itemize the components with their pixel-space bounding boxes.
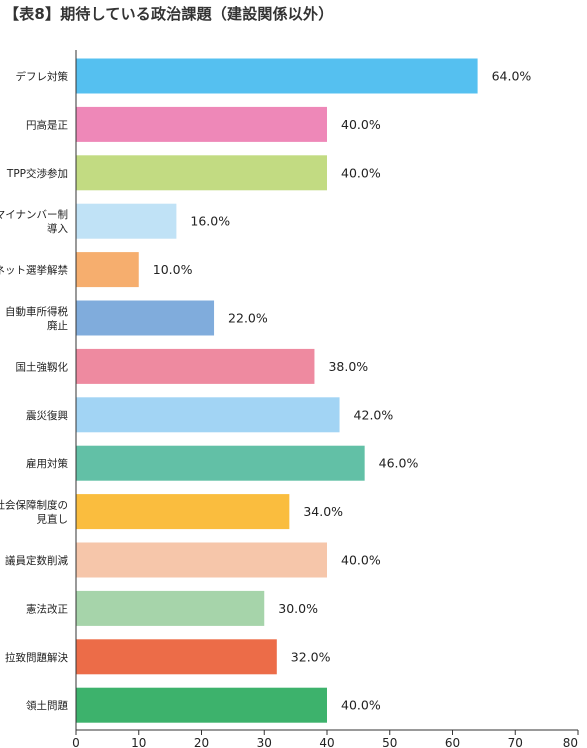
- category-label: 雇用対策: [26, 457, 68, 470]
- x-tick-label: 0: [72, 736, 80, 748]
- category-label: 領土問題: [26, 699, 68, 712]
- x-tick-label: 20: [194, 736, 209, 748]
- category-label: デフレ対策: [16, 70, 69, 83]
- data-label: 16.0%: [190, 214, 230, 229]
- x-tick-label: 80: [563, 736, 578, 748]
- category-label: 議員定数削減: [5, 554, 68, 567]
- bar: [76, 494, 290, 530]
- x-tick-label: 10: [131, 736, 146, 748]
- bar: [76, 397, 340, 433]
- bar: [76, 639, 277, 675]
- bar: [76, 590, 265, 626]
- bar: [76, 687, 327, 723]
- data-label: 42.0%: [354, 407, 394, 422]
- bar: [76, 348, 315, 384]
- bar: [76, 542, 327, 578]
- category-label: マイナンバー制: [0, 208, 68, 221]
- category-label: 円高是正: [26, 118, 68, 131]
- bar: [76, 203, 177, 239]
- x-tick-label: 30: [257, 736, 272, 748]
- category-label: 廃止: [47, 319, 68, 332]
- x-tick-label: 40: [319, 736, 334, 748]
- data-label: 22.0%: [228, 311, 268, 326]
- data-label: 46.0%: [379, 456, 419, 471]
- category-label: 見直し: [37, 513, 69, 526]
- x-tick-label: 50: [382, 736, 397, 748]
- category-label: 自動車所得税: [5, 305, 68, 318]
- data-label: 40.0%: [341, 698, 381, 713]
- category-label: 導入: [47, 222, 68, 235]
- category-label: 憲法改正: [26, 602, 68, 615]
- chart-title: 【表8】期待している政治課題（建設関係以外）: [4, 5, 334, 23]
- bar: [76, 106, 327, 142]
- category-label: 社会保障制度の: [0, 499, 68, 512]
- x-tick-label: 60: [445, 736, 460, 748]
- data-label: 38.0%: [328, 359, 368, 374]
- data-label: 30.0%: [278, 601, 318, 616]
- bar: [76, 252, 139, 288]
- category-label: 拉致問題解決: [5, 651, 68, 664]
- data-label: 40.0%: [341, 553, 381, 568]
- bar: [76, 300, 215, 336]
- data-label: 34.0%: [303, 504, 343, 519]
- bar: [76, 58, 478, 94]
- x-tick-label: 70: [508, 736, 523, 748]
- category-label: TPP交渉参加: [6, 167, 68, 180]
- category-label: 国土強靱化: [16, 360, 69, 373]
- data-label: 40.0%: [341, 165, 381, 180]
- data-label: 64.0%: [492, 69, 532, 84]
- data-label: 32.0%: [291, 649, 331, 664]
- data-label: 10.0%: [153, 262, 193, 277]
- category-label: ネット選挙解禁: [0, 264, 68, 277]
- category-label: 震災復興: [26, 409, 68, 422]
- bar: [76, 445, 365, 481]
- bar: [76, 155, 327, 191]
- data-label: 40.0%: [341, 117, 381, 132]
